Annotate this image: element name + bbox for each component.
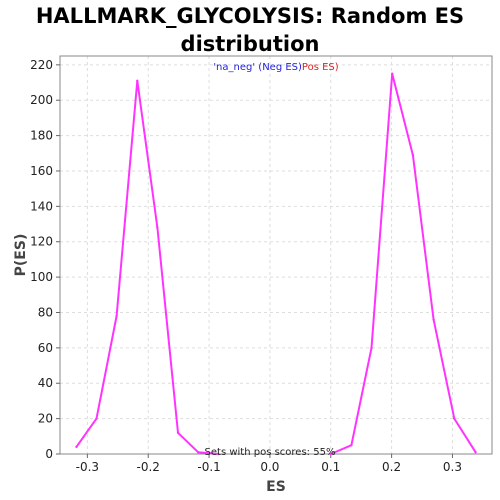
legend: 'na_neg' (Neg ES)Pos ES) (213, 62, 338, 73)
data-point (474, 451, 477, 454)
y-tick-label: 140 (30, 199, 53, 213)
data-point (115, 314, 118, 318)
grid-lines (60, 56, 492, 455)
data-point (216, 452, 220, 456)
x-tick-label: 0.3 (443, 460, 462, 474)
chart-title-line2: distribution (180, 32, 320, 56)
chart-title: HALLMARK_GLYCOLYSIS: Random ES distribut… (0, 2, 500, 58)
y-tick-label: 80 (38, 305, 53, 319)
series-group (75, 72, 477, 456)
data-point (136, 79, 139, 82)
x-tick-label: 0.0 (260, 460, 279, 474)
data-point (196, 451, 200, 454)
y-tick-label: 100 (30, 270, 53, 284)
y-tick-label: 200 (30, 93, 53, 107)
data-point (329, 452, 332, 456)
data-point (75, 445, 78, 449)
data-point (95, 417, 98, 420)
legend-neg-label: 'na_neg' (Neg ES) (213, 62, 302, 73)
pos-scores-annotation: Sets with pos scores: 55% (205, 447, 336, 458)
y-tick-label: 60 (38, 341, 53, 355)
x-tick-label: 0.1 (321, 460, 340, 474)
data-point (370, 346, 373, 350)
es-distribution-line (330, 72, 477, 455)
data-point (453, 417, 456, 420)
x-tick-label: 0.2 (382, 460, 401, 474)
legend-pos-label: Pos ES) (302, 62, 339, 73)
y-axis: 0 20 40 60 80 100 120 140 160 180 200 220 (30, 58, 60, 461)
y-tick-label: 120 (30, 235, 53, 249)
x-tick-label: -0.3 (76, 460, 99, 474)
chart-title-line1: HALLMARK_GLYCOLYSIS: Random ES (35, 4, 465, 28)
y-tick-label: 220 (30, 58, 53, 72)
y-tick-label: 20 (38, 412, 53, 426)
x-axis: -0.3 -0.2 -0.1 0.0 0.1 0.2 0.3 (76, 454, 462, 474)
plot-area-frame (59, 55, 493, 455)
y-tick-label: 40 (38, 376, 53, 390)
data-point (176, 431, 180, 434)
es-distribution-line (75, 79, 219, 455)
data-point (156, 226, 159, 229)
y-axis-label: P(ES) (13, 234, 29, 277)
data-point (350, 443, 353, 447)
x-tick-label: -0.1 (197, 460, 220, 474)
data-point (432, 318, 435, 321)
y-tick-label: 160 (30, 164, 53, 178)
y-tick-label: 0 (45, 447, 53, 461)
x-tick-label: -0.2 (137, 460, 160, 474)
data-point (411, 153, 415, 157)
y-tick-label: 180 (30, 129, 53, 143)
x-axis-label: ES (266, 479, 286, 495)
data-point (391, 72, 394, 75)
